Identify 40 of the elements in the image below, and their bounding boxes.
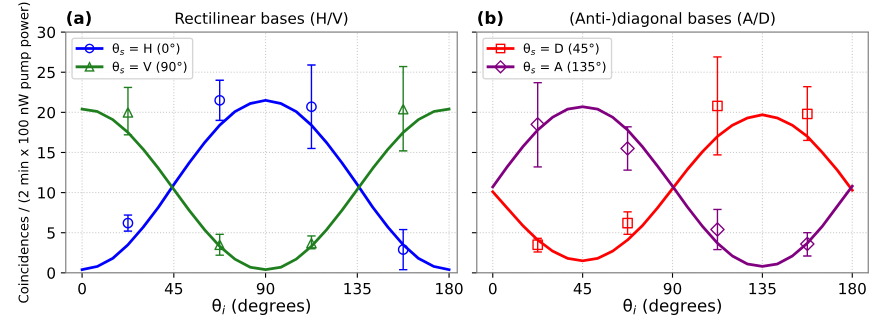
y-tick-label: 25: [38, 66, 55, 78]
point: [532, 239, 544, 250]
x-tick-label: 45: [164, 283, 182, 294]
x-tick-label: 0: [78, 282, 86, 294]
point: [530, 117, 545, 132]
y-tick-label: 20: [38, 106, 56, 118]
point: [710, 222, 725, 237]
y-tick-label: 15: [38, 147, 55, 158]
legend-label: θ$_{s}$ = D (45°): [524, 43, 599, 55]
x-tick-label: 135: [344, 282, 371, 294]
point: [712, 100, 723, 112]
text: (a): [67, 11, 91, 26]
x-tick-label: 0: [488, 282, 497, 294]
x-tick-label: 180: [436, 282, 463, 294]
y-tick-label: 0: [47, 267, 56, 279]
y-tick-label: 10: [38, 187, 56, 199]
point: [214, 239, 226, 250]
x-tick-label: 135: [749, 282, 776, 294]
x-tick-label: 90: [664, 282, 682, 294]
x-tick-label: 45: [574, 283, 592, 294]
chart-title: (Anti-)diagonal bases (A/D): [570, 12, 775, 27]
point: [802, 108, 813, 120]
y-tick-label: 30: [38, 26, 56, 38]
point: [306, 238, 317, 249]
x-tick-label: 90: [256, 282, 274, 294]
point: [620, 141, 635, 156]
legend-label: θ$_{s}$ = A (135°): [524, 62, 606, 74]
x-axis-title: θ$_{i}$ (degrees): [624, 298, 721, 316]
text: (b): [478, 11, 503, 26]
y-axis-title: Coincidences / (2 min x 100 nW pump power): [18, 2, 32, 303]
x-tick-label: 180: [839, 282, 866, 294]
point: [622, 218, 633, 228]
chart-title: Rectilinear bases (H/V): [176, 12, 348, 26]
legend-label: θ$_{s}$ = H (0°): [112, 43, 180, 55]
point: [398, 104, 409, 114]
y-tick-label: 5: [48, 227, 55, 239]
x-axis-title: θ$_{i}$ (degrees): [212, 298, 310, 316]
point: [800, 236, 815, 252]
legend-label: θ$_{s}$ = V (90°): [112, 62, 186, 74]
point: [122, 106, 134, 118]
